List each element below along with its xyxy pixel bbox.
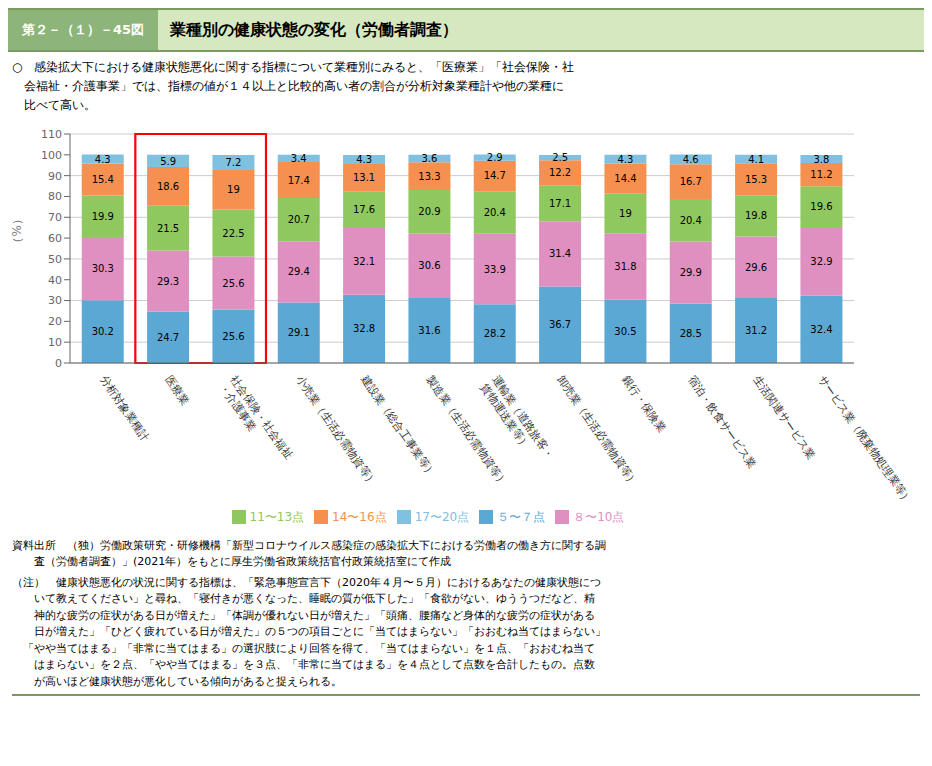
svg-text:運輸業（道路旅客・貨物運送業等）: 運輸業（道路旅客・貨物運送業等）: [478, 373, 557, 469]
svg-text:19.6: 19.6: [810, 201, 832, 212]
svg-text:25.6: 25.6: [222, 330, 244, 341]
svg-text:36.7: 36.7: [549, 319, 571, 330]
svg-text:30.2: 30.2: [92, 326, 114, 337]
svg-text:20.4: 20.4: [484, 207, 506, 218]
svg-text:3.8: 3.8: [813, 153, 829, 164]
svg-text:医療業: 医療業: [162, 373, 192, 407]
svg-text:25.6: 25.6: [222, 277, 244, 288]
svg-text:29.9: 29.9: [680, 267, 702, 278]
svg-text:19.8: 19.8: [745, 210, 767, 221]
svg-text:90: 90: [48, 169, 62, 182]
svg-text:29.4: 29.4: [288, 266, 310, 277]
svg-text:28.5: 28.5: [680, 327, 702, 338]
svg-text:31.8: 31.8: [614, 261, 636, 272]
html-text:○ 感染拡大下における健康状態悪化に関する指標について業種別: ○ 感染拡大下における健康状態悪化に関する指標について業種別にみると、「医療業」…: [12, 60, 575, 113]
svg-text:4.3: 4.3: [356, 154, 372, 165]
svg-text:30: 30: [48, 294, 62, 307]
svg-text:15.4: 15.4: [92, 174, 114, 185]
svg-text:サービス業（廃棄物処理業等）: サービス業（廃棄物処理業等）: [816, 373, 915, 507]
svg-text:17.6: 17.6: [353, 204, 375, 215]
svg-text:21.5: 21.5: [157, 222, 179, 233]
svg-text:29.3: 29.3: [157, 275, 179, 286]
svg-text:3.6: 3.6: [421, 153, 437, 164]
html-text:11〜13点: 11〜13点: [249, 509, 305, 524]
svg-text:20.9: 20.9: [418, 206, 440, 217]
svg-text:7.2: 7.2: [225, 157, 241, 168]
html-text:14〜16点: 14〜16点: [332, 509, 387, 524]
svg-text:18.6: 18.6: [157, 181, 179, 192]
svg-text:4.3: 4.3: [95, 153, 111, 164]
html-text:資料出所 （独）労働政策研究・研修機構「新型コロナウイルス感: 資料出所 （独）労働政策研究・研修機構「新型コロナウイルス感染症の感染拡大下にお…: [12, 538, 606, 569]
svg-text:社会保険・社会福祉・介護事業: 社会保険・社会福祉・介護事業: [216, 373, 295, 469]
svg-text:50: 50: [48, 252, 62, 265]
svg-text:31.2: 31.2: [745, 325, 767, 336]
svg-text:32.1: 32.1: [353, 255, 375, 266]
svg-text:12.2: 12.2: [549, 167, 571, 178]
svg-text:卸売業（生活必需物資等）: 卸売業（生活必需物資等）: [554, 373, 641, 489]
svg-text:0: 0: [55, 356, 62, 369]
svg-text:19: 19: [619, 208, 632, 219]
svg-text:4.6: 4.6: [683, 154, 699, 165]
svg-text:24.7: 24.7: [157, 331, 179, 342]
svg-text:（%）: （%）: [10, 213, 24, 248]
svg-text:19: 19: [227, 184, 240, 195]
svg-text:32.8: 32.8: [353, 323, 375, 334]
svg-text:4.3: 4.3: [617, 153, 633, 164]
svg-text:生活関連サービス業: 生活関連サービス業: [750, 373, 817, 462]
svg-text:宿泊・飲食サービス業: 宿泊・飲食サービス業: [685, 373, 759, 471]
svg-text:4.1: 4.1: [748, 153, 764, 164]
svg-text:15.3: 15.3: [745, 173, 767, 184]
svg-text:70: 70: [48, 211, 62, 224]
svg-text:29.6: 29.6: [745, 261, 767, 272]
svg-text:29.1: 29.1: [288, 327, 310, 338]
svg-text:19.9: 19.9: [92, 210, 114, 221]
svg-text:13.1: 13.1: [353, 172, 375, 183]
svg-text:32.9: 32.9: [810, 255, 832, 266]
svg-text:20.7: 20.7: [288, 214, 310, 225]
svg-text:110: 110: [41, 127, 62, 140]
svg-text:17.4: 17.4: [288, 174, 310, 185]
svg-text:32.4: 32.4: [810, 323, 832, 334]
svg-text:11.2: 11.2: [810, 169, 832, 180]
svg-text:3.4: 3.4: [291, 152, 307, 163]
svg-text:銀行・保険業: 銀行・保険業: [620, 373, 669, 435]
svg-text:20: 20: [48, 315, 62, 328]
svg-text:31.4: 31.4: [549, 248, 571, 259]
svg-text:30.5: 30.5: [614, 325, 636, 336]
svg-text:30.3: 30.3: [92, 263, 114, 274]
svg-text:33.9: 33.9: [484, 263, 506, 274]
svg-text:17.1: 17.1: [549, 198, 571, 209]
svg-text:10: 10: [48, 336, 62, 349]
html-text:（注） 健康状態悪化の状況に関する指標は、「緊急事態宣言下（: （注） 健康状態悪化の状況に関する指標は、「緊急事態宣言下（2020年４月〜５月…: [12, 575, 606, 688]
svg-text:16.7: 16.7: [680, 176, 702, 187]
svg-text:28.2: 28.2: [484, 328, 506, 339]
svg-text:31.6: 31.6: [418, 324, 440, 335]
svg-text:分析対象業種計: 分析対象業種計: [97, 373, 152, 444]
html-text:８〜10点: ８〜10点: [573, 509, 625, 524]
html-text:17〜20点: 17〜20点: [414, 509, 470, 524]
html-text:５〜７点: ５〜７点: [497, 509, 546, 524]
html-text:第２－（１）－45図: 第２－（１）－45図: [22, 22, 144, 37]
svg-text:2.5: 2.5: [552, 152, 568, 163]
svg-text:20.4: 20.4: [680, 214, 702, 225]
svg-text:5.9: 5.9: [160, 155, 176, 166]
svg-text:14.4: 14.4: [614, 173, 636, 184]
svg-text:22.5: 22.5: [222, 227, 244, 238]
svg-text:小売業（生活必需物資等）: 小売業（生活必需物資等）: [293, 373, 380, 489]
svg-text:製造業（生活必需物資等）: 製造業（生活必需物資等）: [423, 373, 511, 489]
svg-text:2.9: 2.9: [487, 152, 503, 163]
svg-text:14.7: 14.7: [484, 170, 506, 181]
svg-text:60: 60: [48, 232, 62, 245]
html-text:業種別の健康状態の変化（労働者調査）: 業種別の健康状態の変化（労働者調査）: [170, 19, 458, 39]
svg-text:40: 40: [48, 273, 62, 286]
svg-text:建設業（総合工事業等）: 建設業（総合工事業等）: [358, 372, 439, 479]
svg-text:13.3: 13.3: [418, 170, 440, 181]
svg-text:80: 80: [48, 190, 62, 203]
svg-text:100: 100: [41, 148, 62, 161]
svg-text:30.6: 30.6: [418, 259, 440, 270]
